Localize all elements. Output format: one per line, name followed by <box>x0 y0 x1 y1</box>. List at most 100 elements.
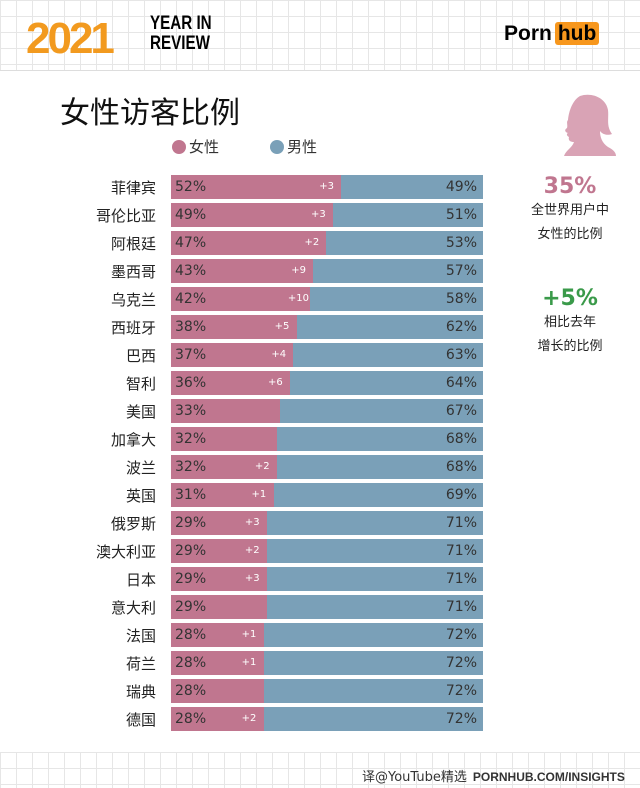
male-value-label: 69% <box>445 487 477 503</box>
header <box>0 0 640 71</box>
female-value-label: 29% <box>175 543 207 559</box>
male-bar: 28% +1 72% <box>171 651 483 675</box>
category-label: 日本 <box>125 571 156 589</box>
bar-row: 美国 33% 67% <box>0 399 640 423</box>
male-bar: 42% +10 58% <box>171 287 483 311</box>
female-value-label: 42% <box>175 291 207 307</box>
category-label: 西班牙 <box>110 319 156 337</box>
bar-row: 乌克兰 42% +10 58% <box>0 287 640 311</box>
female-bar <box>171 623 264 647</box>
bar-row: 阿根廷 47% +2 53% <box>0 231 640 255</box>
bar-row: 瑞典 28% 72% <box>0 679 640 703</box>
female-value-label: 32% <box>175 431 207 447</box>
category-label: 荷兰 <box>125 655 156 673</box>
male-bar: 52% +3 49% <box>171 175 483 199</box>
category-label: 瑞典 <box>125 683 156 701</box>
female-value-label: 38% <box>175 319 207 335</box>
change-label: +1 <box>241 629 257 640</box>
legend-male: 男性 <box>270 136 317 157</box>
change-label: +6 <box>268 377 283 388</box>
category-label: 俄罗斯 <box>110 515 156 533</box>
bar-row: 加拿大 32% 68% <box>0 427 640 451</box>
category-label: 墨西哥 <box>110 263 156 281</box>
female-bar <box>171 511 267 535</box>
bar-row: 墨西哥 43% +9 57% <box>0 259 640 283</box>
male-bar: 29% 71% <box>171 595 483 619</box>
female-value-label: 43% <box>175 263 207 279</box>
category-label: 巴西 <box>125 347 156 365</box>
legend-female: 女性 <box>172 136 219 157</box>
bar-row: 英国 31% +1 69% <box>0 483 640 507</box>
bar-row: 巴西 37% +4 63% <box>0 343 640 367</box>
bar-row: 波兰 32% +2 68% <box>0 455 640 479</box>
category-label: 智利 <box>125 375 156 393</box>
female-bar <box>171 175 342 199</box>
male-bar: 38% +5 62% <box>171 315 483 339</box>
brand-logo: Porn hub <box>504 22 600 46</box>
male-value-label: 68% <box>445 431 477 447</box>
male-value-label: 72% <box>445 627 477 643</box>
change-label: +3 <box>244 573 260 584</box>
change-label: +2 <box>241 713 257 724</box>
male-value-label: 71% <box>445 571 477 587</box>
footer <box>0 752 640 788</box>
category-label: 德国 <box>125 711 156 729</box>
female-value-label: 29% <box>175 571 207 587</box>
male-value-label: 51% <box>445 207 477 223</box>
bar-row: 俄罗斯 29% +3 71% <box>0 511 640 535</box>
stat-female-share: 35% 全世界用户中 女性的比例 <box>530 174 609 242</box>
change-label: +2 <box>304 237 320 248</box>
bar-row: 智利 36% +6 64% <box>0 371 640 395</box>
bar-row: 法国 28% +1 72% <box>0 623 640 647</box>
male-bar: 49% +3 51% <box>171 203 483 227</box>
female-value-label: 28% <box>175 655 207 671</box>
male-bar: 33% 67% <box>171 399 483 423</box>
bar-row: 日本 29% +3 71% <box>0 567 640 591</box>
male-bar: 28% +1 72% <box>171 623 483 647</box>
category-label: 意大利 <box>110 599 156 617</box>
change-label: +3 <box>319 181 335 192</box>
female-bar <box>171 567 267 591</box>
category-label: 美国 <box>125 403 156 421</box>
category-label: 菲律宾 <box>110 179 156 197</box>
male-value-label: 67% <box>445 403 477 419</box>
bar-row: 德国 28% +2 72% <box>0 707 640 731</box>
change-label: +1 <box>251 489 267 500</box>
stat-growth: +5% 相比去年 增长的比例 <box>537 286 603 354</box>
bar-row: 荷兰 28% +1 72% <box>0 651 640 675</box>
change-label: +9 <box>291 265 306 276</box>
male-bar: 29% +2 71% <box>171 539 483 563</box>
male-value-label: 72% <box>445 655 477 671</box>
change-label: +4 <box>271 349 287 360</box>
male-bar: 28% +2 72% <box>171 707 483 731</box>
male-value-label: 72% <box>445 683 477 699</box>
bar-row: 哥伦比亚 49% +3 51% <box>0 203 640 227</box>
female-value-label: 37% <box>175 347 207 363</box>
change-label: +2 <box>254 461 270 472</box>
female-value-label: 33% <box>175 403 207 419</box>
male-value-label: 58% <box>445 291 477 307</box>
female-bar <box>171 343 294 367</box>
male-value-label: 49% <box>445 179 477 195</box>
change-label: +1 <box>241 657 257 668</box>
female-bar <box>171 315 297 339</box>
category-label: 哥伦比亚 <box>95 207 156 225</box>
bar-row: 意大利 29% 71% <box>0 595 640 619</box>
female-value-label: 52% <box>175 179 207 195</box>
female-bar <box>171 483 274 507</box>
footer-text: 译@YouTube精选 PORNHUB.COM/INSIGHTS <box>362 770 625 785</box>
female-bar <box>171 427 277 451</box>
male-bar: 28% 72% <box>171 679 483 703</box>
change-label: +10 <box>287 293 309 304</box>
category-label: 阿根廷 <box>110 235 156 253</box>
female-bar <box>171 679 264 703</box>
category-label: 波兰 <box>125 459 156 477</box>
male-bar: 37% +4 63% <box>171 343 483 367</box>
male-value-label: 72% <box>445 711 477 727</box>
male-value-label: 57% <box>445 263 477 279</box>
category-label: 澳大利亚 <box>95 543 156 561</box>
female-bar <box>171 399 281 423</box>
male-value-label: 71% <box>445 515 477 531</box>
female-value-label: 29% <box>175 599 207 615</box>
category-label: 乌克兰 <box>110 291 156 309</box>
